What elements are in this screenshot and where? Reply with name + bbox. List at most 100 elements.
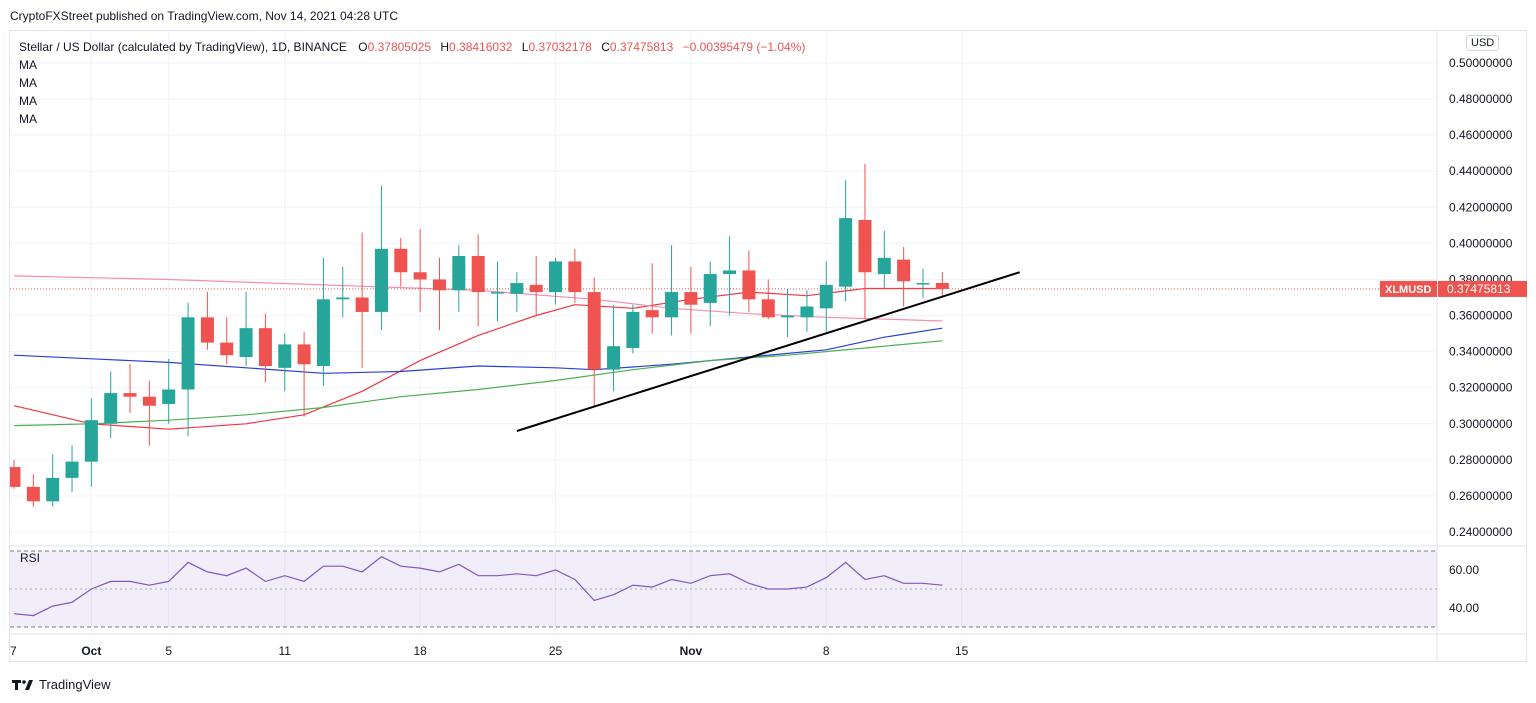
candle-body [65, 461, 79, 478]
price-axis-tick: 0.30000000 [1449, 417, 1513, 431]
candle-body [316, 299, 330, 367]
candle-body [568, 261, 582, 293]
time-axis-tick: 18 [413, 644, 427, 658]
candle-body [432, 279, 446, 291]
candle-body [819, 284, 833, 309]
time-axis-tick: 8 [823, 644, 830, 658]
candle-body [703, 274, 717, 303]
change-value: −0.00395479 (−1.04%) [682, 40, 806, 54]
time-axis-tick: Nov [680, 644, 703, 658]
candle-body [665, 292, 679, 318]
ticker-tag-bg [1380, 280, 1437, 297]
open-label: O [358, 40, 368, 54]
moving-average-line-4 [13, 275, 943, 322]
candle-body [587, 292, 601, 370]
candle-body [297, 344, 311, 365]
price-axis-tick: 0.50000000 [1449, 56, 1513, 70]
candle-body [123, 393, 137, 397]
ma-indicator-4[interactable]: MA [19, 112, 37, 126]
close-value: 0.37475813 [609, 40, 674, 54]
price-axis-tick: 0.28000000 [1449, 453, 1513, 467]
currency-button[interactable]: USD [1466, 35, 1500, 51]
candle-body [239, 328, 253, 358]
price-axis-tick: 0.24000000 [1449, 525, 1513, 539]
candle-body [935, 282, 949, 289]
candle-body [84, 420, 98, 462]
candle-body [200, 317, 214, 343]
candle-body [839, 218, 853, 287]
candle-body [10, 467, 21, 487]
candle-body [471, 256, 485, 293]
rsi-axis-tick: 60.00 [1449, 563, 1479, 577]
candle-body [684, 292, 698, 305]
candle-body [162, 389, 176, 404]
ticker-tag-text: XLMUSD [1385, 284, 1432, 296]
moving-average-line-3 [13, 340, 943, 427]
candle-body [761, 299, 775, 318]
close-label: C [601, 40, 610, 54]
rsi-line [13, 555, 943, 617]
candle-body [220, 342, 234, 356]
candle-body [549, 261, 563, 293]
candle-body [897, 259, 911, 282]
candle-body [258, 328, 272, 367]
candle-body [607, 346, 621, 370]
price-axis-tick: 0.36000000 [1449, 309, 1513, 323]
time-axis-tick: 5 [165, 644, 172, 658]
candle-body [645, 310, 659, 318]
candle-body [413, 272, 427, 280]
candle-body [374, 248, 388, 312]
moving-average-line-1 [13, 287, 943, 430]
rsi-band [10, 551, 1437, 627]
high-value: 0.38416032 [449, 40, 513, 54]
rsi-label: RSI [20, 551, 40, 565]
price-axis-tick: 0.46000000 [1449, 128, 1513, 142]
candle-body [742, 270, 756, 300]
price-axis-tick: 0.32000000 [1449, 381, 1513, 395]
ma-indicator-2[interactable]: MA [19, 76, 37, 90]
rsi-axis-tick: 40.00 [1449, 601, 1479, 615]
candle-body [142, 396, 156, 406]
candle-body [626, 311, 640, 349]
candle-body [181, 317, 195, 390]
time-axis-tick: Oct [81, 644, 101, 658]
ma-indicator-3[interactable]: MA [19, 94, 37, 108]
candle-body [510, 283, 524, 294]
tradingview-icon [12, 679, 33, 690]
tradingview-logo: TradingView [12, 677, 111, 692]
candle-body [781, 315, 795, 318]
candle-body [104, 393, 118, 424]
chart-legend: Stellar / US Dollar (calculated by Tradi… [19, 38, 805, 128]
candle-body [529, 284, 543, 293]
price-axis-tick: 0.34000000 [1449, 345, 1513, 359]
low-label: L [521, 40, 529, 54]
candle-body [336, 297, 350, 300]
symbol-title: Stellar / US Dollar (calculated by Tradi… [19, 40, 347, 54]
main-plot-group [10, 164, 1437, 507]
ma-indicator-1[interactable]: MA [19, 58, 37, 72]
candle-body [26, 486, 40, 502]
branding-text: TradingView [39, 677, 111, 692]
candle-body [723, 270, 737, 275]
price-axis-tick: 0.42000000 [1449, 200, 1513, 214]
open-value: 0.37805025 [367, 40, 431, 54]
candle-body [278, 344, 292, 368]
candle-body [800, 306, 814, 318]
last-price-tag-text: 0.37475813 [1447, 282, 1511, 296]
trendline [516, 271, 1020, 432]
chart-frame [9, 30, 1527, 662]
price-axis-tick: 0.48000000 [1449, 92, 1513, 106]
candle-body [394, 248, 408, 273]
time-axis-tick: 25 [549, 644, 563, 658]
low-value: 0.37032178 [528, 40, 592, 54]
candle-body [452, 256, 466, 291]
price-axis-tick: 0.44000000 [1449, 164, 1513, 178]
last-price-tag: XLMUSD 0.37475813 [1380, 280, 1527, 297]
price-axis-tick: 0.26000000 [1449, 489, 1513, 503]
high-label: H [440, 40, 450, 54]
time-axis-tick: 11 [279, 644, 292, 658]
price-axis-tick: 0.40000000 [1449, 236, 1513, 250]
time-axis-tick: 7 [10, 644, 17, 658]
candle-body [858, 219, 872, 273]
